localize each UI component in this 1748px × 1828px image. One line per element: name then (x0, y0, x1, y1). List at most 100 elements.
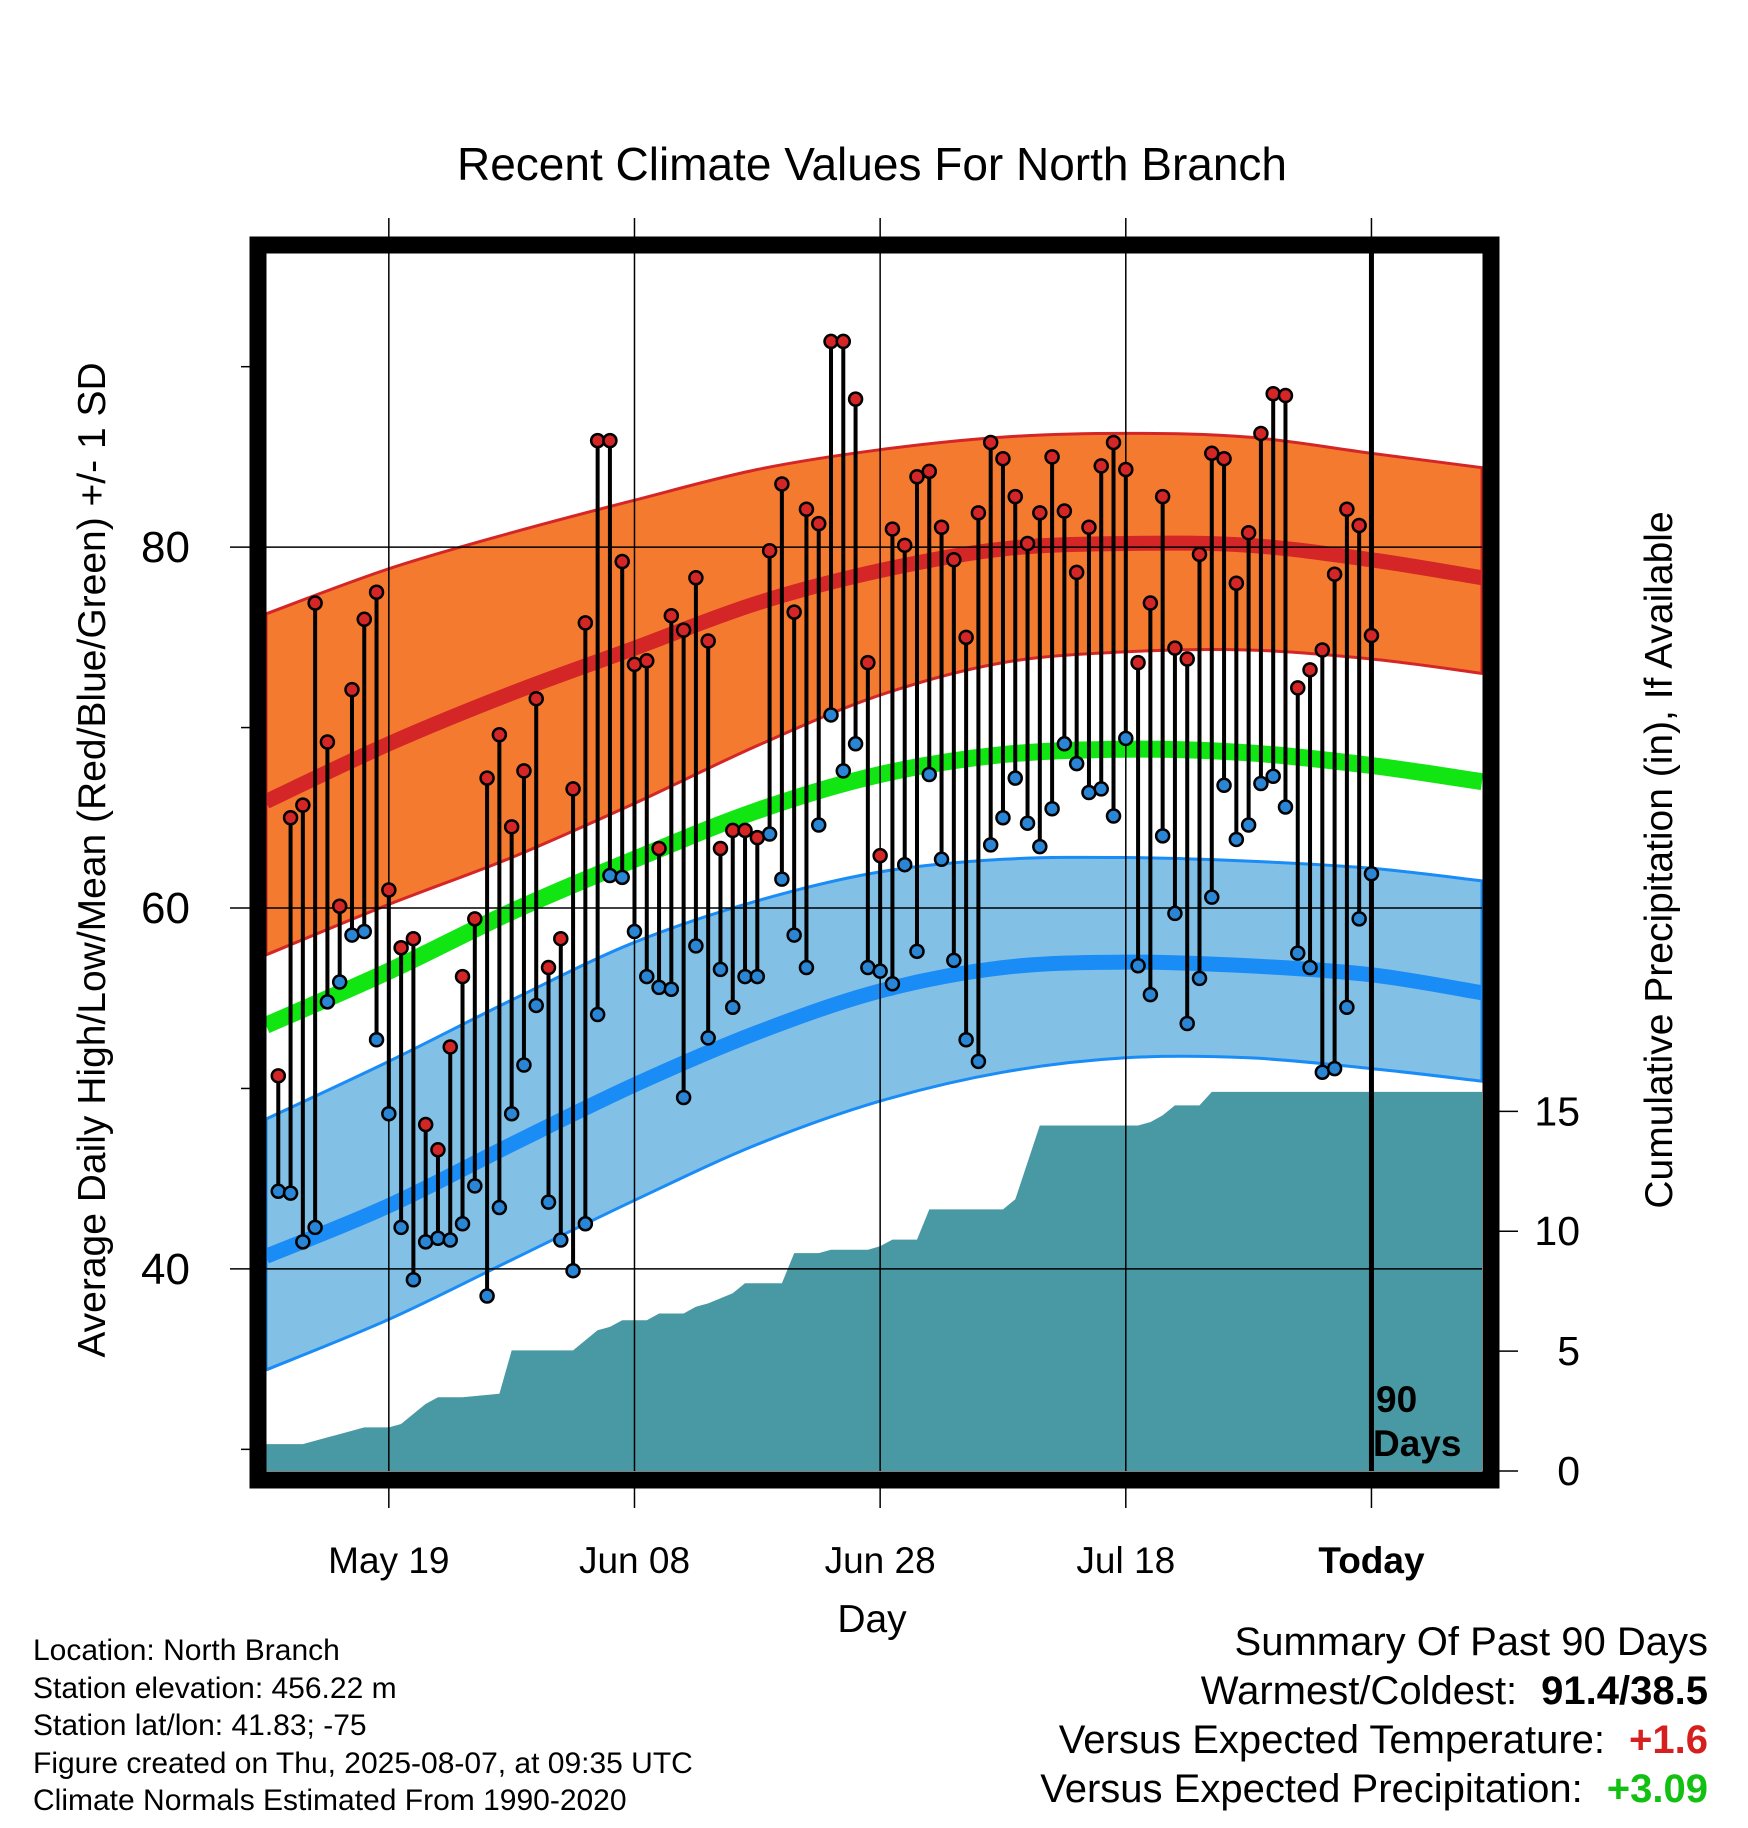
precipitation-anomaly-value: +3.09 (1606, 1767, 1708, 1811)
daily-high-point (454, 968, 471, 985)
daily-low-point (1191, 970, 1208, 987)
daily-low-point (1093, 781, 1109, 797)
daily-high-point (872, 847, 888, 864)
daily-low-point (761, 826, 778, 842)
daily-high-point (1105, 434, 1122, 451)
daily-high-point (1326, 566, 1343, 582)
daily-low-point (442, 1232, 458, 1248)
daily-high-point (982, 434, 999, 451)
daily-high-point (368, 584, 385, 600)
daily-high-point (528, 690, 544, 707)
chart-title: Recent Climate Values For North Branch (457, 138, 1287, 190)
daily-low-point (614, 869, 630, 886)
daily-high-point (1240, 524, 1257, 541)
daily-high-point (430, 1142, 446, 1158)
daily-high-point (995, 450, 1011, 467)
daily-high-point (1204, 445, 1220, 462)
daily-high-point (1277, 387, 1294, 404)
daily-low-point (1056, 736, 1073, 752)
daily-low-point (417, 1234, 434, 1250)
daily-low-point (1326, 1060, 1343, 1077)
daily-low-point (1007, 770, 1024, 786)
high-sd-band (264, 431, 1484, 958)
daily-high-point (331, 898, 348, 914)
daily-low-point (774, 871, 790, 887)
daily-high-point (761, 542, 778, 559)
daily-high-point (675, 622, 692, 638)
daily-low-point (1265, 768, 1281, 785)
daily-high-point (1265, 385, 1281, 402)
y-left-tick-label: 60 (141, 884, 190, 933)
station-elevation: Station elevation: 456.22 m (33, 1671, 397, 1705)
daily-high-point (909, 469, 925, 485)
warmest-coldest-value: 91.4/38.5 (1541, 1669, 1708, 1713)
summary-warmest-coldest: Warmest/Coldest: 91.4/38.5 (1040, 1667, 1708, 1716)
daily-high-point (381, 882, 397, 898)
daily-high-point (774, 476, 790, 492)
daily-low-point (540, 1194, 557, 1210)
daily-high-point (1363, 627, 1380, 644)
daily-high-point (565, 781, 581, 797)
daily-low-point (651, 979, 667, 996)
daily-low-point (454, 1216, 471, 1232)
x-tick-label: Jul 18 (1076, 1540, 1175, 1581)
daily-high-point (1191, 546, 1208, 563)
precip-cumulative-area (266, 1091, 1482, 1471)
daily-low-point (995, 810, 1011, 826)
y-right-tick-label: 5 (1557, 1328, 1580, 1374)
daily-high-point (737, 822, 753, 839)
today-marker-label-days-word: Days (1373, 1423, 1461, 1464)
daily-high-point (516, 763, 532, 779)
daily-high-point (417, 1116, 434, 1133)
daily-high-point (1314, 642, 1331, 658)
daily-high-point (393, 939, 409, 956)
daily-low-point (909, 943, 925, 960)
daily-high-point (1228, 575, 1245, 591)
daily-low-point (749, 968, 766, 985)
temperature-anomaly-value: +1.6 (1629, 1718, 1708, 1762)
daily-high-point (1130, 654, 1146, 671)
daily-low-point (528, 997, 544, 1014)
y-right-tick-label: 10 (1534, 1208, 1580, 1254)
daily-high-point (602, 432, 618, 449)
daily-low-point (896, 856, 913, 873)
daily-high-point (1154, 488, 1171, 505)
daily-high-point (639, 653, 655, 669)
daily-low-point (884, 976, 901, 992)
daily-high-point (1290, 680, 1306, 696)
summary-panel: Summary Of Past 90 Days Warmest/Coldest:… (1040, 1618, 1708, 1814)
daily-high-point (884, 521, 901, 537)
daily-high-point (798, 501, 815, 517)
daily-low-point (577, 1216, 594, 1232)
daily-low-point (1167, 905, 1183, 922)
daily-low-point (946, 952, 962, 969)
daily-high-point (1068, 564, 1085, 581)
daily-low-point (958, 1031, 974, 1048)
daily-high-point (700, 633, 716, 649)
daily-high-point (356, 611, 373, 628)
daily-high-point (1351, 517, 1367, 534)
daily-high-point (1007, 488, 1024, 505)
y-left-tick-label: 80 (141, 523, 190, 572)
summary-heading: Summary Of Past 90 Days (1234, 1620, 1708, 1664)
daily-low-point (1339, 999, 1355, 1016)
daily-low-point (1351, 911, 1367, 927)
daily-high-point (1302, 662, 1318, 678)
daily-low-point (982, 837, 999, 853)
daily-low-point (381, 1105, 397, 1122)
station-info: Location: North Branch Station elevation… (33, 1632, 693, 1820)
daily-low-point (331, 974, 348, 990)
daily-high-point (1253, 425, 1269, 442)
daily-low-point (798, 959, 815, 976)
daily-low-point (553, 1232, 569, 1248)
daily-low-point (356, 923, 373, 940)
daily-low-point (282, 1185, 299, 1201)
daily-high-point (442, 1039, 458, 1055)
daily-low-point (1277, 799, 1294, 815)
daily-high-point (1032, 505, 1048, 521)
daily-low-point (1240, 817, 1257, 833)
daily-low-point (823, 707, 839, 723)
precipitation-anomaly-label: Versus Expected Precipitation: (1040, 1767, 1583, 1811)
daily-low-point (467, 1178, 483, 1194)
